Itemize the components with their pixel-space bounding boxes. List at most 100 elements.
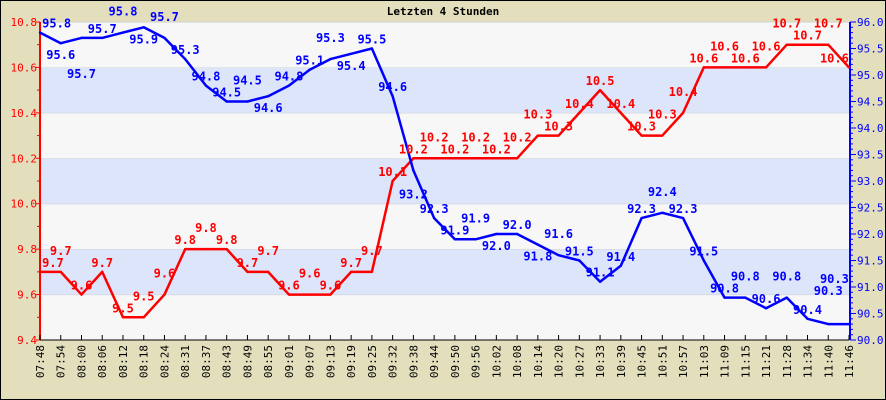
x-axis-tick-label: 08:55 [262, 345, 275, 378]
data-label: 9.8 [195, 221, 217, 235]
data-label: 90.8 [731, 270, 760, 284]
data-point [536, 243, 540, 246]
data-label: 95.1 [295, 54, 324, 68]
data-point [806, 317, 809, 320]
data-label: 95.6 [46, 48, 75, 62]
right-axis-tick-label: 94.0 [857, 122, 884, 135]
data-point [453, 157, 457, 160]
data-point [598, 280, 602, 283]
grid-band [40, 22, 849, 68]
data-label: 95.7 [88, 22, 117, 36]
x-axis-tick-label: 10:20 [553, 345, 566, 378]
data-label: 10.2 [503, 130, 532, 144]
data-point [266, 270, 270, 274]
data-label: 92.4 [648, 185, 677, 199]
data-label: 9.7 [50, 244, 72, 258]
data-label: 95.8 [42, 17, 71, 31]
x-axis-tick-label: 08:37 [200, 345, 213, 378]
data-point [246, 270, 249, 274]
x-axis-tick-label: 08:00 [75, 345, 88, 378]
data-point [515, 232, 519, 236]
data-label: 92.3 [669, 202, 698, 216]
data-label: 10.2 [461, 130, 490, 144]
data-label: 9.7 [237, 256, 259, 270]
data-point [495, 157, 498, 160]
data-label: 95.7 [67, 67, 96, 81]
data-point [578, 259, 581, 262]
data-label: 10.4 [669, 85, 698, 99]
x-axis-tick-label: 08:31 [179, 345, 192, 378]
data-label: 9.8 [216, 233, 238, 247]
data-label: 9.8 [174, 233, 196, 247]
grid-band [40, 158, 849, 204]
data-label: 10.2 [440, 142, 469, 156]
data-label: 9.7 [361, 244, 383, 258]
data-point [598, 88, 602, 92]
x-axis-tick-label: 10:27 [573, 345, 586, 378]
x-axis-tick-label: 11:40 [822, 345, 835, 378]
x-axis-tick-label: 09:56 [470, 345, 483, 378]
data-point [329, 57, 332, 61]
data-label: 92.0 [503, 218, 532, 232]
data-point [59, 270, 62, 274]
data-label: 91.9 [440, 223, 469, 237]
data-point [619, 111, 623, 115]
data-point [163, 36, 166, 40]
data-label: 9.7 [340, 256, 362, 270]
x-axis-tick-label: 09:25 [366, 345, 379, 378]
data-point [38, 31, 42, 34]
right-axis-tick-label: 96.0 [857, 16, 884, 29]
data-label: 10.6 [710, 39, 739, 53]
right-axis-tick-label: 92.0 [857, 228, 884, 241]
data-label: 10.6 [731, 51, 760, 65]
left-axis-tick-label: 10.2 [11, 152, 38, 165]
data-label: 10.1 [378, 165, 407, 179]
x-axis-tick-label: 10:51 [656, 345, 669, 378]
x-axis-tick-label: 11:34 [802, 345, 815, 378]
x-axis-tick-label: 08:18 [138, 345, 151, 378]
data-point [764, 66, 768, 69]
data-point [184, 57, 187, 61]
data-point [744, 296, 747, 299]
data-point [349, 52, 353, 55]
right-axis-tick-label: 95.0 [857, 69, 884, 82]
x-axis-tick-label: 08:06 [96, 345, 109, 378]
data-point [163, 293, 166, 296]
left-axis-tick-label: 9.8 [17, 243, 37, 256]
data-point [640, 216, 643, 220]
x-axis-tick-label: 08:49 [241, 345, 254, 378]
left-axis-tick-label: 10.6 [11, 61, 38, 74]
chart-title: Letzten 4 Stunden [387, 5, 500, 18]
data-label: 9.7 [42, 256, 64, 270]
data-label: 9.6 [320, 279, 342, 293]
data-point [329, 293, 332, 296]
x-axis-tick-label: 09:50 [449, 345, 462, 378]
data-point [515, 157, 519, 160]
data-label: 10.3 [523, 108, 552, 122]
data-label: 10.4 [606, 97, 635, 111]
data-label: 10.2 [420, 130, 449, 144]
data-point [744, 66, 747, 69]
x-axis-tick-label: 11:09 [719, 345, 732, 378]
grid-band [40, 112, 849, 159]
data-label: 10.4 [565, 97, 594, 111]
data-point [723, 66, 726, 69]
x-axis-tick-label: 10:39 [615, 345, 628, 378]
x-axis-tick-label: 07:54 [55, 345, 68, 378]
data-point [101, 270, 104, 274]
data-label: 10.5 [586, 74, 615, 88]
data-point [349, 270, 353, 274]
data-label: 91.4 [606, 250, 635, 264]
data-label: 91.8 [523, 250, 552, 264]
data-label: 9.6 [71, 279, 93, 293]
data-label: 90.6 [752, 292, 781, 306]
data-point [474, 157, 477, 160]
data-label: 10.6 [752, 39, 781, 53]
left-axis-tick-label: 10.8 [11, 16, 38, 29]
data-label: 10.7 [772, 17, 801, 31]
data-label: 95.9 [129, 32, 158, 46]
x-axis-tick-label: 07:48 [34, 345, 47, 378]
x-axis-tick-label: 09:38 [407, 345, 420, 378]
right-axis-tick-label: 91.0 [857, 281, 884, 294]
